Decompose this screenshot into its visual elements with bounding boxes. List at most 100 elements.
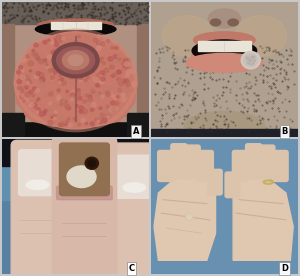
Circle shape (97, 73, 100, 76)
Circle shape (110, 65, 114, 69)
Circle shape (71, 71, 75, 75)
Circle shape (55, 104, 59, 107)
Circle shape (115, 46, 118, 49)
Ellipse shape (52, 43, 99, 78)
Circle shape (101, 40, 104, 43)
FancyBboxPatch shape (59, 143, 109, 196)
Circle shape (104, 121, 107, 123)
Circle shape (20, 95, 25, 99)
Circle shape (52, 79, 55, 81)
Circle shape (21, 69, 24, 72)
Circle shape (44, 62, 48, 65)
Circle shape (70, 81, 74, 84)
Circle shape (52, 39, 56, 42)
Circle shape (100, 57, 103, 60)
Circle shape (98, 92, 101, 95)
Circle shape (80, 77, 83, 79)
Circle shape (94, 92, 98, 95)
Circle shape (101, 39, 106, 44)
Circle shape (34, 75, 38, 78)
Circle shape (81, 111, 84, 114)
Circle shape (60, 78, 64, 81)
Circle shape (70, 98, 74, 101)
Circle shape (95, 58, 98, 61)
Circle shape (36, 108, 40, 112)
Circle shape (102, 62, 106, 65)
Circle shape (53, 59, 56, 62)
Circle shape (53, 63, 58, 68)
Circle shape (95, 118, 99, 121)
Circle shape (80, 110, 83, 113)
Circle shape (70, 39, 74, 43)
Ellipse shape (208, 9, 241, 28)
FancyBboxPatch shape (197, 150, 213, 181)
Ellipse shape (57, 47, 95, 74)
Circle shape (55, 58, 58, 60)
Circle shape (79, 43, 83, 46)
Circle shape (74, 69, 77, 72)
Bar (137, 24, 149, 121)
Circle shape (76, 92, 80, 96)
Polygon shape (233, 177, 293, 260)
Circle shape (55, 68, 60, 72)
Circle shape (58, 79, 62, 82)
Circle shape (97, 41, 101, 45)
Ellipse shape (26, 180, 49, 190)
Circle shape (88, 53, 91, 55)
Circle shape (59, 116, 63, 120)
Circle shape (124, 79, 129, 83)
Polygon shape (14, 32, 137, 126)
Circle shape (56, 66, 60, 70)
Circle shape (78, 96, 82, 100)
Circle shape (125, 82, 130, 86)
Circle shape (85, 36, 89, 39)
Bar (57, 139, 59, 169)
Circle shape (78, 61, 82, 65)
Circle shape (50, 41, 54, 44)
Circle shape (97, 94, 101, 97)
Circle shape (80, 61, 83, 64)
Circle shape (79, 79, 82, 82)
FancyBboxPatch shape (115, 155, 153, 198)
Circle shape (85, 157, 98, 169)
Circle shape (185, 214, 193, 221)
Circle shape (26, 62, 31, 67)
Circle shape (118, 78, 121, 81)
Bar (2, 24, 14, 121)
Circle shape (90, 122, 94, 126)
Circle shape (31, 52, 36, 57)
Circle shape (32, 87, 36, 91)
Circle shape (63, 121, 68, 126)
Circle shape (103, 86, 106, 89)
Circle shape (66, 90, 68, 93)
Circle shape (90, 108, 94, 112)
Circle shape (71, 90, 76, 95)
Circle shape (78, 123, 81, 126)
Circle shape (93, 38, 98, 42)
Circle shape (62, 100, 65, 103)
Circle shape (59, 71, 64, 75)
Circle shape (64, 104, 69, 108)
Circle shape (118, 88, 122, 92)
Circle shape (70, 93, 75, 97)
Circle shape (49, 92, 53, 96)
Ellipse shape (192, 40, 256, 62)
Circle shape (114, 47, 117, 49)
Circle shape (56, 59, 60, 63)
Circle shape (58, 81, 61, 83)
Circle shape (40, 77, 45, 82)
FancyBboxPatch shape (208, 169, 222, 195)
Text: B: B (281, 127, 288, 136)
Circle shape (59, 123, 62, 126)
Circle shape (92, 57, 95, 60)
Circle shape (41, 104, 45, 107)
Circle shape (89, 58, 94, 63)
Circle shape (110, 93, 113, 97)
Circle shape (114, 59, 119, 63)
Circle shape (63, 45, 66, 47)
Ellipse shape (123, 183, 146, 192)
Circle shape (90, 56, 94, 60)
Circle shape (29, 105, 31, 107)
Circle shape (127, 85, 130, 87)
Circle shape (51, 51, 55, 54)
